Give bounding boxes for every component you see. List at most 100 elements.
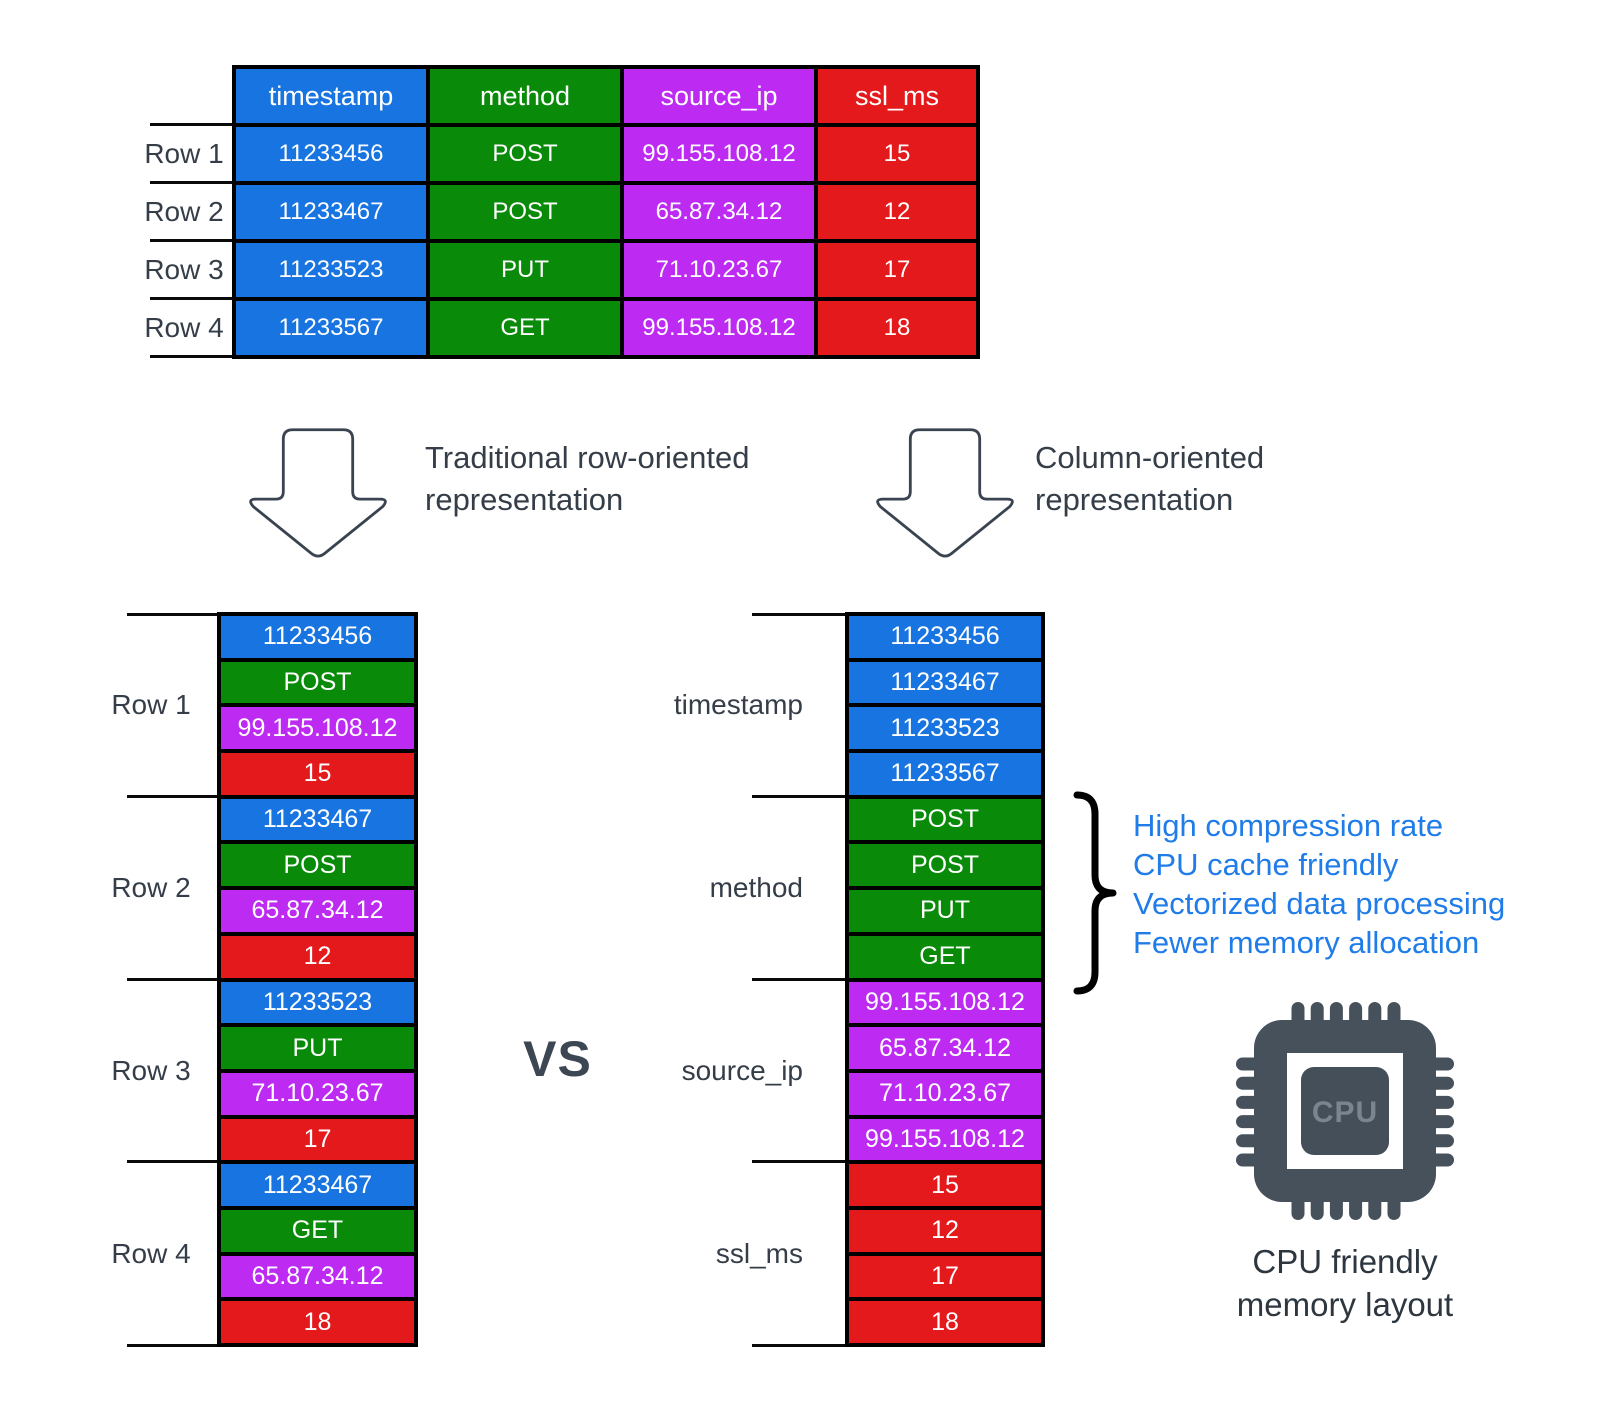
arrow-label: Traditional row-oriented representation [425,437,750,521]
stack-tick-line [127,978,217,981]
vs-label: VS [523,1031,592,1087]
arrow-label-line: representation [425,482,624,517]
arrow-label-line: Column-oriented [1035,440,1265,475]
stack-cell: 11233523 [849,707,1041,750]
stack-group-label: Row 3 [111,1055,191,1086]
table-header-cell: timestamp [236,69,426,123]
table-cell: POST [430,185,620,239]
stack-cell: 11233467 [221,798,414,841]
row-separator-line [150,123,232,126]
table-cell: 17 [818,243,976,297]
stack-cell: 11233567 [849,753,1041,795]
cpu-chip-label: CPU [1312,1096,1378,1129]
stack-cell: POST [221,661,414,704]
stack-cell: 11233467 [221,1164,414,1206]
table-header-cell: method [430,69,620,123]
stack-cell: 65.87.34.12 [221,1255,414,1298]
row-label: Row 4 [144,312,224,343]
stack-tick-line [752,1160,845,1163]
cpu-chip-icon: CPU [1236,1002,1454,1220]
stack-group-label: timestamp [673,689,803,720]
stack-cell: 99.155.108.12 [849,981,1041,1024]
row-separator-line [150,297,232,300]
table-cell: 11233567 [236,301,426,355]
table-cell: 15 [818,127,976,181]
stack-cell: 12 [849,1209,1041,1252]
stack-cell: PUT [221,1027,414,1069]
stack-cell: 18 [849,1301,1041,1343]
stack-tick-line [752,613,845,616]
stack-cell: 99.155.108.12 [849,1118,1041,1161]
benefit-item: High compression rate [1133,808,1444,843]
stack-group-label: ssl_ms [715,1238,803,1269]
curly-brace-icon [1073,791,1117,995]
stack-cell: 11233456 [221,616,414,658]
stack-cell: 11233467 [849,661,1041,704]
benefit-item: CPU cache friendly [1133,847,1399,882]
down-arrow-icon [876,428,1014,558]
cpu-caption: CPU friendly memory layout [1214,1240,1476,1326]
arrow-label: Column-oriented representation [1035,437,1264,521]
row-oriented-stack: 11233456 POST 99.155.108.12 15 11233467 … [217,612,418,1347]
column-oriented-stack: 11233456 11233467 11233523 11233567 POST… [845,612,1045,1347]
row-label: Row 1 [144,138,224,169]
table-cell: 71.10.23.67 [624,243,814,297]
stack-tick-line [127,613,217,616]
stack-cell: GET [849,935,1041,978]
table-header-cell: ssl_ms [818,69,976,123]
table-cell: 65.87.34.12 [624,185,814,239]
stack-cell: POST [849,798,1041,841]
stack-cell: GET [221,1209,414,1252]
stack-group-label: Row 1 [111,689,191,720]
benefit-item: Fewer memory allocation [1133,925,1480,960]
stack-cell: 17 [849,1255,1041,1298]
stack-cell: POST [221,844,414,887]
row-separator-line [150,355,232,358]
stack-tick-line [752,978,845,981]
stack-cell: 15 [849,1164,1041,1206]
stack-group-label: Row 2 [111,872,191,903]
stack-cell: 71.10.23.67 [221,1072,414,1115]
arrow-label-line: representation [1035,482,1234,517]
table-cell: POST [430,127,620,181]
stack-cell: 15 [221,753,414,795]
stack-cell: 11233456 [849,616,1041,658]
stack-cell: 18 [221,1301,414,1343]
stack-cell: 11233523 [221,981,414,1024]
stack-cell: 12 [221,935,414,978]
stack-cell: 65.87.34.12 [849,1027,1041,1069]
stack-tick-line [752,1344,845,1347]
table-cell: 11233523 [236,243,426,297]
table-cell: 99.155.108.12 [624,127,814,181]
table-cell: 12 [818,185,976,239]
table-cell: 18 [818,301,976,355]
stack-cell: 17 [221,1118,414,1161]
row-label: Row 2 [144,196,224,227]
table-cell: 99.155.108.12 [624,301,814,355]
stack-cell: PUT [849,890,1041,932]
row-separator-line [150,181,232,184]
down-arrow-icon [249,428,387,558]
arrow-label-line: Traditional row-oriented [425,440,750,475]
stack-tick-line [127,795,217,798]
stack-tick-line [127,1344,217,1347]
stack-group-label: method [709,872,803,903]
cpu-caption-line: CPU friendly [1252,1243,1438,1280]
benefits-list: High compression rate CPU cache friendly… [1133,806,1505,962]
stack-group-label: source_ip [681,1055,803,1086]
table-cell: PUT [430,243,620,297]
table-header-cell: source_ip [624,69,814,123]
cpu-caption-line: memory layout [1236,1286,1454,1323]
stack-cell: POST [849,844,1041,887]
benefit-item: Vectorized data processing [1133,886,1506,921]
table-cell: 11233467 [236,185,426,239]
stack-group-label: Row 4 [111,1238,191,1269]
row-separator-line [150,239,232,242]
source-table: timestamp method source_ip ssl_ms 112334… [232,65,980,359]
stack-tick-line [127,1160,217,1163]
stack-cell: 99.155.108.12 [221,707,414,750]
stack-cell: 65.87.34.12 [221,890,414,932]
stack-cell: 71.10.23.67 [849,1072,1041,1115]
stack-tick-line [752,795,845,798]
